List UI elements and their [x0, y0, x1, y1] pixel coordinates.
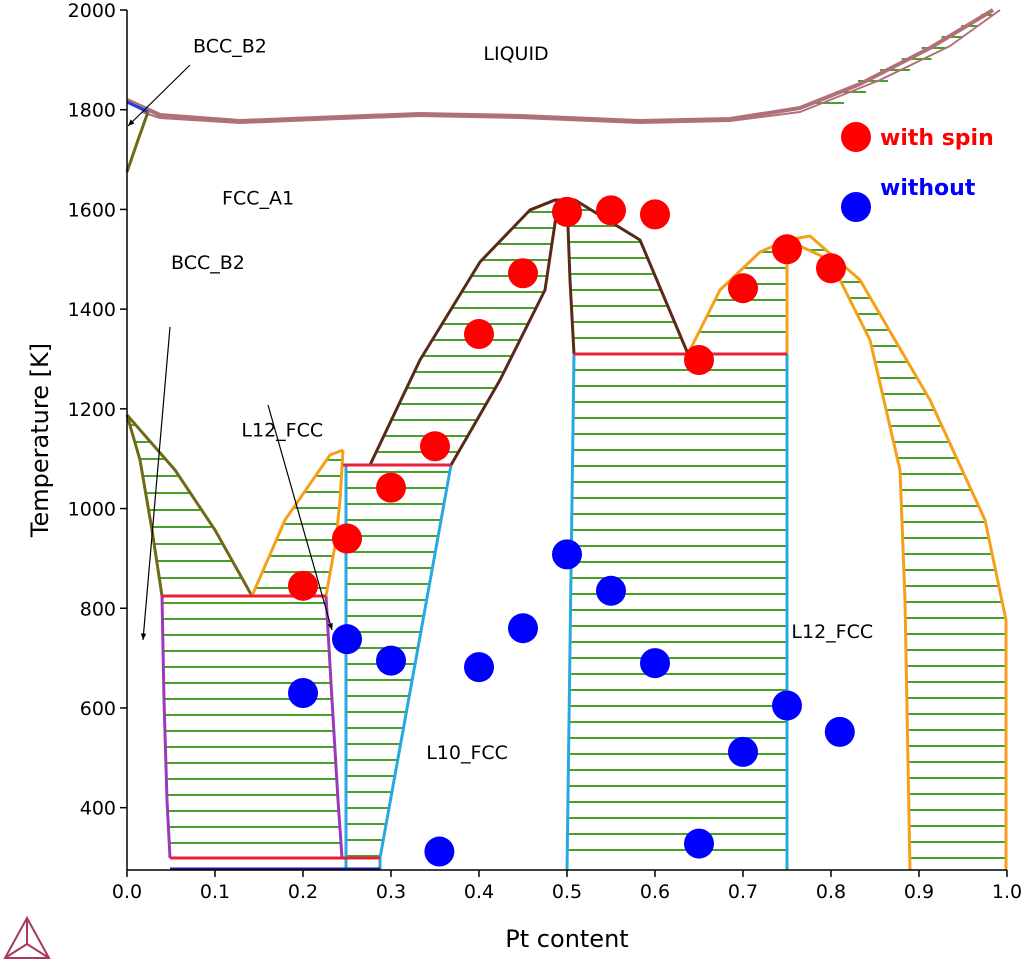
phase-label: BCC_B2 [171, 252, 245, 274]
phase-label: BCC_B2 [193, 35, 267, 57]
point-with-spin [552, 196, 582, 227]
point-with-spin [596, 195, 626, 226]
point-with-spin [508, 258, 538, 289]
annotation-arrow-bcc-top-head [128, 119, 135, 126]
brown-dome-left [368, 198, 556, 466]
purple-boundary-right [324, 595, 344, 859]
app-logo [3, 915, 51, 959]
x-tick-label: 0.6 [640, 881, 670, 903]
annotation-arrow-l12-head [327, 623, 333, 630]
y-tick-label: 600 [80, 698, 116, 720]
point-with-spin [728, 273, 758, 304]
annotation-arrow-bcc-left-head [140, 633, 147, 640]
y-tick-label: 1200 [68, 399, 116, 421]
point-with-spin [772, 234, 802, 265]
legend-marker-with-spin [841, 122, 871, 152]
point-without-spin [332, 624, 362, 655]
point-without-spin [424, 836, 455, 867]
olive-boundary-right [125, 414, 254, 597]
phase-label: L10_FCC [426, 742, 508, 764]
x-tick-label: 0.8 [816, 881, 846, 903]
y-tick-label: 1800 [68, 100, 116, 122]
x-axis-label: Pt content [505, 925, 628, 953]
phase-labels-layer: LIQUID FCC_A1 BCC_B2 BCC_B2 L12_FCC L10_FCC L1… [127, 35, 873, 764]
legend-label-with-spin: with spin [880, 126, 994, 151]
point-with-spin [420, 431, 450, 462]
point-without-spin [288, 678, 318, 709]
purple-boundary-left [160, 595, 172, 859]
point-without-spin [552, 539, 582, 570]
annotation-arrow-bcc-left [142, 326, 171, 641]
phase-label: LIQUID [483, 43, 548, 65]
point-without-spin [376, 645, 406, 676]
orange-dome-big-right [786, 234, 1008, 870]
x-tick-label: 0.7 [728, 881, 758, 903]
annotation-arrow-bcc-top [127, 64, 191, 127]
point-with-spin [288, 570, 318, 601]
point-with-spin [816, 253, 846, 284]
legend-marker-without-spin [841, 192, 871, 222]
x-tick-label: 0.0 [112, 881, 142, 903]
x-tick-label: 0.2 [288, 881, 318, 903]
bcc-fcc-boundary-line [125, 111, 150, 173]
y-tick-label: 1400 [68, 299, 116, 321]
point-without-spin [508, 613, 538, 644]
x-tick-label: 0.5 [552, 881, 582, 903]
legend: with spin without [841, 122, 994, 222]
olive-boundary-left [125, 414, 164, 597]
phase-label: L12_FCC [791, 621, 873, 643]
point-with-spin [640, 199, 670, 230]
point-without-spin [728, 736, 758, 767]
y-tick-label: 2000 [68, 0, 116, 22]
phase-label: L12_FCC [241, 419, 323, 441]
point-with-spin [684, 344, 714, 375]
point-with-spin [464, 319, 494, 350]
x-tick-label: 0.4 [464, 881, 494, 903]
point-with-spin [376, 472, 406, 503]
legend-label-without: without [880, 176, 976, 201]
x-tick-label: 0.3 [376, 881, 406, 903]
orange-dome-left [250, 448, 344, 597]
point-without-spin [464, 652, 494, 683]
cyan-boundary-3 [565, 353, 576, 871]
axes-layer: 0.0 0.1 0.2 0.3 0.4 0.5 0.6 0.7 0.8 0.9 1.0 400 600 8… [26, 0, 1022, 953]
phase-label: FCC_A1 [222, 187, 294, 209]
y-tick-label: 1600 [68, 199, 116, 221]
x-tick-label: 1.0 [992, 881, 1022, 903]
point-without-spin [640, 648, 670, 679]
liquidus-line [126, 8, 995, 123]
y-axis-label: Temperature [K] [26, 343, 54, 538]
point-with-spin [332, 523, 362, 554]
annotation-arrow-l12 [267, 404, 333, 631]
point-without-spin [596, 575, 626, 606]
solidus-line [141, 9, 1001, 124]
x-tick-label: 0.1 [200, 881, 230, 903]
phase-boundaries-layer [125, 8, 1008, 871]
data-points-layer [288, 195, 855, 867]
point-without-spin [772, 690, 802, 721]
point-without-spin [684, 828, 714, 859]
point-without-spin [824, 716, 855, 747]
orange-dome-right [324, 449, 345, 597]
y-tick-label: 1000 [68, 499, 116, 521]
y-tick-label: 800 [80, 598, 116, 620]
y-tick-label: 400 [80, 798, 116, 820]
x-tick-label: 0.9 [904, 881, 934, 903]
